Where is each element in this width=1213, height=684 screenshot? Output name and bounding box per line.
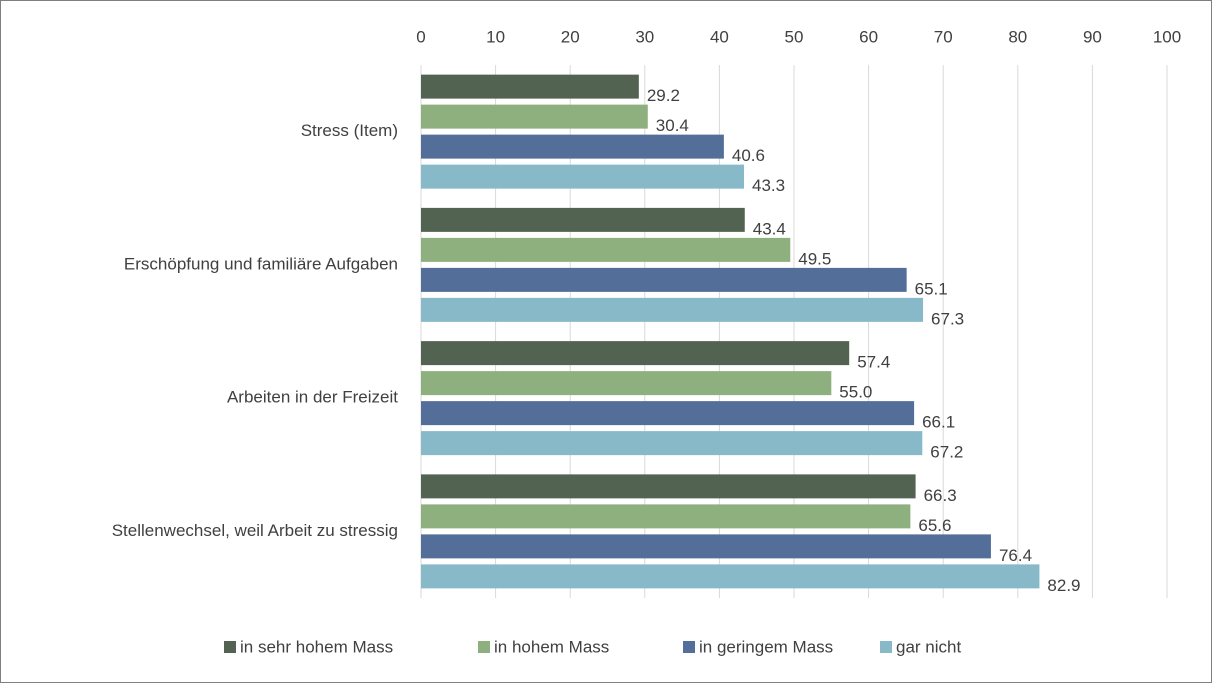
x-tick-label: 40 xyxy=(710,27,729,46)
value-label: 55.0 xyxy=(839,383,872,402)
bar xyxy=(421,341,850,366)
value-label: 57.4 xyxy=(857,353,890,372)
legend-label: in geringem Mass xyxy=(699,637,833,656)
bar xyxy=(421,371,832,396)
bar xyxy=(421,401,915,426)
x-tick-label: 20 xyxy=(561,27,580,46)
x-tick-label: 30 xyxy=(635,27,654,46)
legend-label: in sehr hohem Mass xyxy=(240,637,393,656)
bar xyxy=(421,207,745,232)
legend-swatch xyxy=(683,641,695,653)
bar xyxy=(421,564,1040,589)
value-label: 67.3 xyxy=(931,309,964,328)
value-label: 29.2 xyxy=(647,86,680,105)
value-label: 66.1 xyxy=(922,413,955,432)
x-tick-label: 0 xyxy=(416,27,425,46)
value-label: 76.4 xyxy=(999,546,1032,565)
x-tick-label: 70 xyxy=(934,27,953,46)
value-label: 67.2 xyxy=(930,443,963,462)
value-label: 65.6 xyxy=(918,516,951,535)
bar xyxy=(421,164,745,189)
bar xyxy=(421,104,648,129)
bar xyxy=(421,297,924,322)
category-label: Stress (Item) xyxy=(301,121,398,140)
category-label: Stellenwechsel, weil Arbeit zu stressig xyxy=(112,521,398,540)
x-tick-label: 100 xyxy=(1153,27,1181,46)
legend-label: gar nicht xyxy=(896,637,961,656)
legend-swatch xyxy=(224,641,236,653)
x-tick-label: 50 xyxy=(785,27,804,46)
x-tick-label: 10 xyxy=(486,27,505,46)
bar xyxy=(421,534,991,559)
bar xyxy=(421,237,791,262)
value-label: 49.5 xyxy=(798,249,831,268)
value-label: 82.9 xyxy=(1047,576,1080,595)
bar xyxy=(421,431,923,456)
legend-swatch xyxy=(880,641,892,653)
value-label: 30.4 xyxy=(656,116,689,135)
bar xyxy=(421,267,907,292)
bar xyxy=(421,134,724,159)
x-tick-label: 60 xyxy=(859,27,878,46)
value-label: 43.4 xyxy=(753,219,786,238)
category-label: Arbeiten in der Freizeit xyxy=(227,388,398,407)
value-label: 43.3 xyxy=(752,176,785,195)
bar xyxy=(421,504,911,529)
bar xyxy=(421,474,916,499)
bar xyxy=(421,74,639,99)
value-label: 66.3 xyxy=(924,486,957,505)
x-tick-label: 90 xyxy=(1083,27,1102,46)
category-label: Erschöpfung und familiäre Aufgaben xyxy=(124,254,398,273)
value-label: 40.6 xyxy=(732,146,765,165)
value-label: 65.1 xyxy=(915,279,948,298)
x-tick-label: 80 xyxy=(1008,27,1027,46)
legend-label: in hohem Mass xyxy=(494,637,609,656)
legend-swatch xyxy=(478,641,490,653)
